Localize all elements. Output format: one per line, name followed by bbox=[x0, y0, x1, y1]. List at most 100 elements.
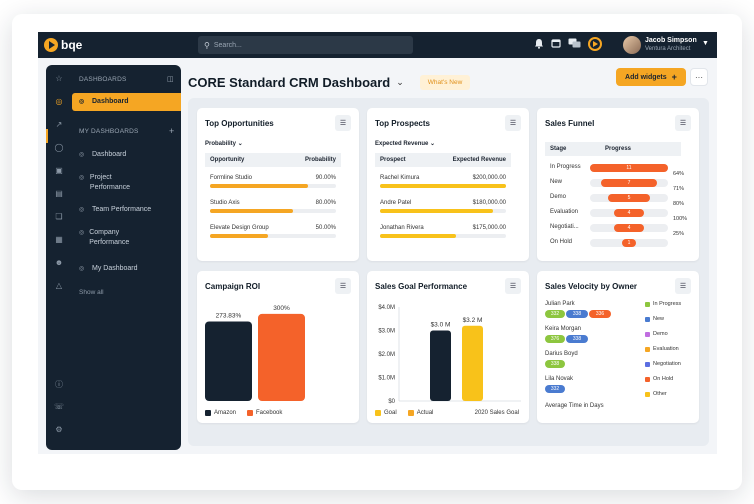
sidebar-item-team-performance[interactable]: ◎ Team Performance bbox=[79, 205, 179, 215]
phone-icon[interactable]: ☏ bbox=[53, 402, 64, 411]
gear-icon[interactable]: ⚙ bbox=[55, 425, 63, 434]
filter-icon[interactable]: ☰ bbox=[505, 115, 521, 131]
row-value: $200,000.00 bbox=[472, 175, 506, 181]
user-name: Jacob Simpson bbox=[645, 37, 697, 44]
funnel-track: 1 bbox=[590, 239, 668, 247]
funnel-bar: 5 bbox=[608, 194, 650, 202]
chart-icon[interactable]: ↗ bbox=[55, 120, 63, 129]
dashboard-icon[interactable]: ◎ bbox=[55, 97, 63, 106]
row-value: 90.00% bbox=[315, 175, 336, 181]
sidebar-item-my-dashboard[interactable]: ◎ My Dashboard bbox=[79, 264, 179, 274]
expected-revenue-dropdown[interactable]: Expected Revenue ⌄ bbox=[375, 140, 435, 147]
show-all-link[interactable]: Show all bbox=[79, 289, 104, 296]
dashboard-icon: ◎ bbox=[79, 152, 85, 158]
bell-icon[interactable] bbox=[534, 38, 544, 51]
progress-fill bbox=[210, 234, 268, 238]
owner-velocity-bar[interactable]: 332 338 336 bbox=[545, 310, 612, 318]
section-my-dashboards: MY DASHBOARDS bbox=[79, 128, 139, 135]
y-tick-label: $0 bbox=[388, 399, 395, 405]
progress-track bbox=[210, 234, 336, 238]
funnel-track: 11 bbox=[590, 164, 668, 172]
search-placeholder: Search... bbox=[213, 41, 242, 49]
user-info[interactable]: Jacob Simpson Ventura Architect bbox=[645, 37, 697, 53]
progress-fill bbox=[210, 209, 294, 213]
sidebar-item-label: Dashboard bbox=[92, 151, 127, 158]
star-icon[interactable]: ☆ bbox=[55, 74, 63, 83]
chevron-down-icon[interactable]: ⌄ bbox=[396, 76, 404, 87]
row-name: Jonathan Rivera bbox=[380, 225, 424, 231]
network-icon[interactable]: △ bbox=[55, 281, 63, 290]
velocity-footer: Average Time in Days bbox=[545, 403, 604, 409]
funnel-row[interactable]: Negotiati... 4 25% bbox=[545, 223, 695, 237]
legend-label: New bbox=[653, 316, 665, 322]
probability-dropdown[interactable]: Probability ⌄ bbox=[205, 140, 243, 147]
dashboard-icon: ◎ bbox=[79, 207, 85, 213]
add-widgets-button[interactable]: Add widgets + bbox=[616, 68, 686, 86]
chat-icon[interactable] bbox=[568, 38, 581, 50]
calendar-icon[interactable] bbox=[551, 38, 561, 50]
row-name: Elevate Design Group bbox=[210, 225, 269, 231]
logo[interactable]: bqe bbox=[44, 38, 82, 52]
filter-icon[interactable]: ☰ bbox=[675, 278, 691, 294]
funnel-bar: 4 bbox=[614, 224, 644, 232]
funnel-stage: Negotiati... bbox=[550, 224, 579, 230]
owner-name: Keira Morgan bbox=[545, 326, 582, 332]
card-title: Top Opportunities bbox=[205, 119, 274, 128]
table-header: Stage Progress bbox=[545, 142, 681, 156]
briefcase-icon[interactable]: ▣ bbox=[55, 166, 63, 175]
owner-velocity-bar[interactable]: 332 bbox=[545, 385, 566, 393]
goal-bar-label: $3.2 M bbox=[463, 317, 483, 324]
sidebar-item-label: My Dashboard bbox=[92, 265, 138, 272]
search-icon: ⚲ bbox=[204, 40, 210, 50]
filter-icon[interactable]: ☰ bbox=[675, 115, 691, 131]
search-input[interactable]: ⚲ Search... bbox=[198, 36, 413, 54]
filter-icon[interactable]: ☰ bbox=[335, 278, 351, 294]
help-icon[interactable]: ⓘ bbox=[55, 380, 63, 389]
row-value: 80.00% bbox=[315, 200, 336, 206]
more-options-button[interactable]: ··· bbox=[690, 68, 708, 86]
sidebar-item-dashboard[interactable]: ◎ Dashboard bbox=[79, 150, 179, 160]
card-title: Top Prospects bbox=[375, 119, 430, 128]
funnel-stage: In Progress bbox=[550, 164, 581, 170]
filter-icon[interactable]: ☰ bbox=[505, 278, 521, 294]
legend-swatch bbox=[645, 376, 650, 382]
filter-icon[interactable]: ☰ bbox=[335, 115, 351, 131]
roi-bar-label: 300% bbox=[273, 305, 290, 312]
chevron-down-icon: ⌄ bbox=[237, 141, 243, 147]
row-value: $175,000.00 bbox=[472, 225, 506, 231]
funnel-bar: 4 bbox=[614, 209, 644, 217]
velocity-pill: 338 bbox=[566, 335, 588, 343]
funnel-row[interactable]: In Progress 11 64% bbox=[545, 163, 695, 177]
legend-swatch bbox=[645, 361, 650, 367]
x-axis-label: 2020 Sales Goal bbox=[474, 410, 519, 416]
invoice-icon[interactable]: ▦ bbox=[55, 235, 63, 244]
funnel-row[interactable]: On Hold 1 bbox=[545, 238, 695, 248]
play-icon[interactable] bbox=[588, 37, 602, 51]
whats-new-button[interactable]: What's New bbox=[419, 74, 471, 90]
add-dashboard-icon[interactable]: + bbox=[169, 126, 175, 136]
collapse-icon[interactable]: ◫ bbox=[167, 76, 174, 83]
chevron-down-icon[interactable]: ▼ bbox=[702, 40, 709, 47]
y-tick-label: $1.0M bbox=[378, 376, 395, 382]
table-header: Opportunity Probability bbox=[205, 153, 341, 167]
legend-label: Goal bbox=[384, 410, 397, 416]
conversion-percent: 71% bbox=[673, 186, 685, 192]
clock-icon[interactable]: ◯ bbox=[54, 143, 64, 152]
owner-velocity-bar[interactable]: 338 bbox=[545, 360, 566, 368]
funnel-row[interactable]: Demo 5 80% bbox=[545, 193, 695, 207]
avatar[interactable] bbox=[623, 36, 641, 54]
document-icon[interactable]: ▤ bbox=[55, 189, 63, 198]
card-top-prospects: Top Prospects ☰ Expected Revenue ⌄ Prosp… bbox=[367, 108, 529, 261]
sidebar-item-project-performance[interactable]: ◎ Project Performance bbox=[79, 173, 139, 193]
goal-bar-goal bbox=[430, 330, 451, 401]
sidebar-item-dashboard-active[interactable]: ◎ Dashboard bbox=[72, 93, 181, 111]
logo-icon bbox=[44, 38, 58, 52]
legend: Goal Actual bbox=[375, 410, 433, 416]
funnel-row[interactable]: New 7 71% bbox=[545, 178, 695, 192]
people-icon[interactable]: ☻ bbox=[54, 258, 64, 267]
layers-icon[interactable]: ❏ bbox=[55, 212, 63, 221]
dropdown-label: Expected Revenue bbox=[375, 141, 429, 147]
funnel-row[interactable]: Evaluation 4 100% bbox=[545, 208, 695, 222]
owner-velocity-bar[interactable]: 376 338 bbox=[545, 335, 589, 343]
sidebar-item-company-performance[interactable]: ◎ Company Performance bbox=[79, 228, 139, 248]
